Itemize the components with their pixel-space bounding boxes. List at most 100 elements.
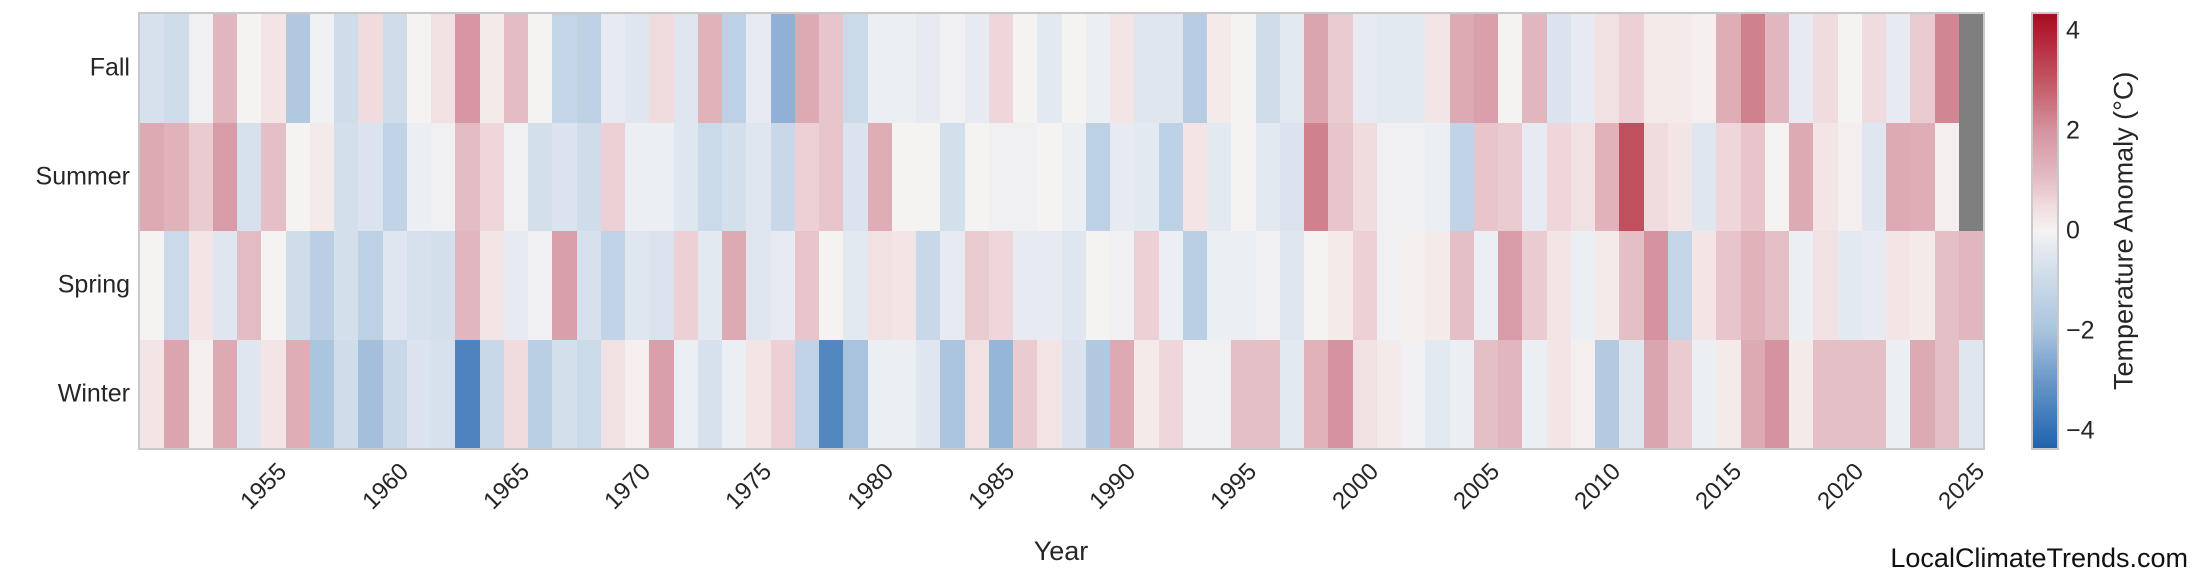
heatmap-cell (843, 231, 868, 340)
heatmap-cell (697, 14, 722, 123)
heatmap-cell (819, 231, 844, 340)
heatmap-cell (1764, 339, 1789, 448)
heatmap-cell (1934, 14, 1959, 123)
heatmap-cell (552, 339, 577, 448)
heatmap-cell (794, 231, 819, 340)
heatmap-cell (1255, 231, 1280, 340)
heatmap-cell (1837, 122, 1862, 231)
heatmap-cell (1692, 122, 1717, 231)
heatmap-year-column (1158, 14, 1183, 448)
heatmap-year-column (1958, 14, 1983, 448)
heatmap-cell (1037, 14, 1062, 123)
heatmap-year-column (819, 14, 844, 448)
heatmap-cell (1837, 14, 1862, 123)
heatmap-cell (1061, 122, 1086, 231)
heatmap-cell (867, 231, 892, 340)
heatmap-cell (1934, 339, 1959, 448)
heatmap-cell (625, 231, 650, 340)
heatmap-cell (1958, 122, 1983, 231)
heatmap-year-column (1498, 14, 1523, 448)
heatmap-cell (1813, 339, 1838, 448)
heatmap-cell (1886, 14, 1911, 123)
heatmap-year-column (1328, 14, 1353, 448)
heatmap-cell (1158, 14, 1183, 123)
heatmap-cell (1328, 14, 1353, 123)
heatmap-cell (1595, 339, 1620, 448)
heatmap-cell (1934, 231, 1959, 340)
heatmap-cell (358, 339, 383, 448)
heatmap-cell (188, 122, 213, 231)
heatmap-cell (940, 14, 965, 123)
heatmap-cell (770, 14, 795, 123)
heatmap-cell (843, 14, 868, 123)
heatmap-cell (261, 339, 286, 448)
heatmap-cell (770, 122, 795, 231)
heatmap-cell (1837, 339, 1862, 448)
heatmap-cell (649, 14, 674, 123)
heatmap-cell (382, 231, 407, 340)
heatmap-cell (1013, 339, 1038, 448)
heatmap-cell (600, 122, 625, 231)
heatmap-cell (1522, 122, 1547, 231)
heatmap-year-column (1182, 14, 1207, 448)
heatmap-cell (1449, 14, 1474, 123)
heatmap-year-column (431, 14, 456, 448)
heatmap-cell (1352, 339, 1377, 448)
heatmap-cell (309, 231, 334, 340)
heatmap-cell (746, 339, 771, 448)
heatmap-cell (382, 122, 407, 231)
heatmap-cell (528, 231, 553, 340)
heatmap-cell (576, 122, 601, 231)
heatmap-cell (916, 231, 941, 340)
heatmap-year-column (1861, 14, 1886, 448)
heatmap-cell (1910, 231, 1935, 340)
heatmap-cell (1134, 14, 1159, 123)
heatmap-cell (1037, 231, 1062, 340)
heatmap-cell (1449, 122, 1474, 231)
heatmap-cell (1498, 339, 1523, 448)
heatmap-cell (1061, 231, 1086, 340)
heatmap-cell (1498, 122, 1523, 231)
heatmap-cell (358, 231, 383, 340)
heatmap-cell (1595, 122, 1620, 231)
heatmap-cell (1473, 339, 1498, 448)
heatmap-cell (1643, 339, 1668, 448)
heatmap-cell (1619, 339, 1644, 448)
heatmap-cell (1619, 122, 1644, 231)
heatmap-year-column (479, 14, 504, 448)
heatmap-year-column (843, 14, 868, 448)
heatmap-cell (1158, 231, 1183, 340)
heatmap-cell (188, 339, 213, 448)
heatmap-cell (309, 122, 334, 231)
heatmap-year-column (1667, 14, 1692, 448)
heatmap-cell (988, 122, 1013, 231)
heatmap-cell (1643, 122, 1668, 231)
heatmap-cell (1207, 339, 1232, 448)
heatmap-cell (455, 14, 480, 123)
heatmap-cell (140, 14, 165, 123)
heatmap-cell (503, 231, 528, 340)
heatmap-year-column (261, 14, 286, 448)
heatmap-cell (1304, 339, 1329, 448)
heatmap-cell (988, 231, 1013, 340)
colorbar-tick-label: −2 (2066, 316, 2095, 345)
heatmap-year-column (1570, 14, 1595, 448)
heatmap-cell (1570, 14, 1595, 123)
heatmap-cell (673, 14, 698, 123)
heatmap-year-column (600, 14, 625, 448)
heatmap-cell (1667, 122, 1692, 231)
heatmap-cell (1376, 339, 1401, 448)
heatmap-cell (1716, 231, 1741, 340)
heatmap-cell (1958, 231, 1983, 340)
heatmap-year-column (1886, 14, 1911, 448)
heatmap-cell (867, 14, 892, 123)
heatmap-cell (455, 231, 480, 340)
heatmap-year-column (382, 14, 407, 448)
heatmap-cell (1061, 14, 1086, 123)
heatmap-year-column (358, 14, 383, 448)
heatmap-cell (794, 14, 819, 123)
heatmap-cell (1425, 339, 1450, 448)
heatmap-cell (552, 231, 577, 340)
heatmap-cell (1595, 14, 1620, 123)
heatmap-cell (1352, 231, 1377, 340)
